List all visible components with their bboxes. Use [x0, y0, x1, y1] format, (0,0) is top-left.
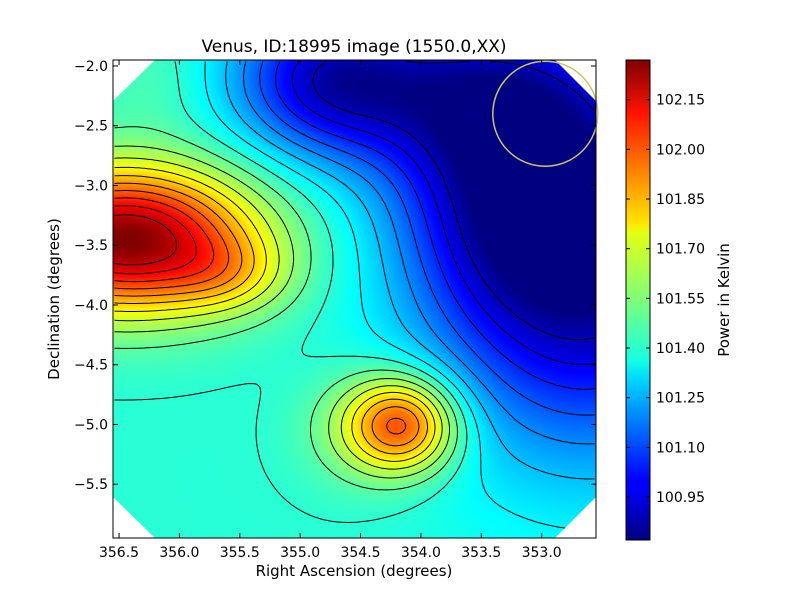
x-tick-label: 353.5 [461, 545, 501, 561]
colorbar-frame [625, 59, 651, 541]
colorbar-tick-label: 101.10 [656, 440, 705, 456]
x-tick-label: 354.5 [340, 545, 380, 561]
y-tick-label: −5.0 [74, 417, 108, 433]
y-tick-label: −5.5 [74, 477, 108, 493]
contour-line [114, 182, 420, 447]
contour-line [114, 205, 197, 275]
x-tick-label: 353.0 [522, 545, 562, 561]
x-tick-label: 354.0 [401, 545, 441, 561]
contour-line [114, 175, 428, 455]
contour-line [114, 145, 450, 479]
contour-line [275, 61, 595, 390]
y-tick-label: −4.5 [74, 358, 108, 374]
chart-title: Venus, ID:18995 image (1550.0,XX) [201, 37, 506, 57]
contour-line [312, 61, 595, 340]
contour-line [114, 126, 458, 491]
y-tick-label: −4.0 [74, 298, 108, 314]
contour-line [225, 61, 595, 480]
heatmap-image [113, 60, 596, 538]
contour-line [114, 61, 468, 523]
colorbar-tick-label: 101.70 [656, 242, 705, 258]
contour-line [114, 190, 407, 435]
contour-line [243, 61, 595, 445]
colorbar-label: Power in Kelvin [715, 243, 733, 357]
contour-line [259, 61, 595, 416]
colorbar-ticks: 102.15 102.00 101.85 101.70 101.55 101.40 101.… [626, 93, 705, 506]
contour-lines [114, 61, 595, 531]
contour-line [114, 197, 215, 283]
y-tick-label: −3.5 [74, 238, 108, 254]
x-tick-label: 355.5 [220, 545, 260, 561]
plot-frame [112, 59, 597, 539]
x-axis-ticks: 356.5 356.0 355.5 355.0 354.5 354.0 353.5 353.0 [99, 60, 562, 561]
y-tick-label: −3.0 [74, 178, 108, 194]
contour-line [114, 214, 177, 266]
colorbar-tick-label: 102.15 [656, 93, 705, 109]
colorbar-tick-label: 101.40 [656, 341, 705, 357]
contour-line [204, 61, 595, 531]
colorbar-tick-label: 101.85 [656, 192, 705, 208]
contour-line [114, 166, 436, 462]
x-tick-label: 356.0 [159, 545, 199, 561]
beam-circle [492, 60, 599, 168]
y-tick-label: −2.5 [74, 119, 108, 135]
contour-line [114, 157, 443, 470]
x-tick-label: 355.0 [280, 545, 320, 561]
colorbar-tick-label: 102.00 [656, 142, 705, 158]
y-axis-label: Declination (degrees) [45, 218, 63, 380]
x-axis-label: Right Ascension (degrees) [256, 562, 453, 580]
colorbar-tick-label: 101.55 [656, 291, 705, 307]
y-axis-ticks: −2.0 −2.5 −3.0 −3.5 −4.0 −4.5 −5.0 −5.5 [74, 59, 596, 493]
x-tick-label: 356.5 [99, 545, 139, 561]
colorbar-tick-label: 101.25 [656, 391, 705, 407]
colorbar-tick-label: 100.95 [656, 490, 705, 506]
colorbar [626, 60, 650, 540]
y-tick-label: −2.0 [74, 59, 108, 75]
